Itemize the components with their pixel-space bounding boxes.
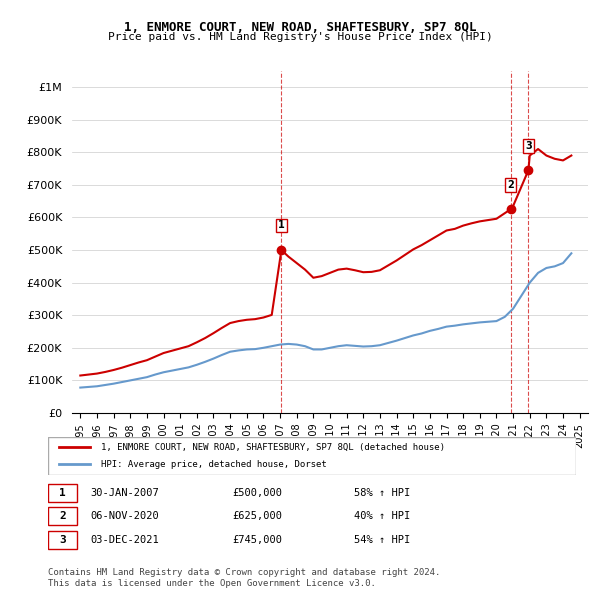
Text: 1: 1 <box>278 221 285 231</box>
Text: 2: 2 <box>507 180 514 190</box>
Text: 40% ↑ HPI: 40% ↑ HPI <box>354 512 410 521</box>
Text: 3: 3 <box>525 140 532 150</box>
Text: 1, ENMORE COURT, NEW ROAD, SHAFTESBURY, SP7 8QL: 1, ENMORE COURT, NEW ROAD, SHAFTESBURY, … <box>124 21 476 34</box>
Text: £500,000: £500,000 <box>233 488 283 497</box>
Text: 2: 2 <box>59 512 66 521</box>
Text: 1: 1 <box>59 488 66 497</box>
Text: 30-JAN-2007: 30-JAN-2007 <box>90 488 159 497</box>
Text: 54% ↑ HPI: 54% ↑ HPI <box>354 535 410 545</box>
FancyBboxPatch shape <box>48 531 77 549</box>
Text: 06-NOV-2020: 06-NOV-2020 <box>90 512 159 521</box>
Text: £745,000: £745,000 <box>233 535 283 545</box>
Text: HPI: Average price, detached house, Dorset: HPI: Average price, detached house, Dors… <box>101 460 326 468</box>
FancyBboxPatch shape <box>48 484 77 502</box>
Text: 1, ENMORE COURT, NEW ROAD, SHAFTESBURY, SP7 8QL (detached house): 1, ENMORE COURT, NEW ROAD, SHAFTESBURY, … <box>101 443 445 452</box>
Text: 3: 3 <box>59 535 66 545</box>
FancyBboxPatch shape <box>48 437 576 475</box>
FancyBboxPatch shape <box>48 507 77 525</box>
Text: Contains HM Land Registry data © Crown copyright and database right 2024.: Contains HM Land Registry data © Crown c… <box>48 568 440 576</box>
Text: This data is licensed under the Open Government Licence v3.0.: This data is licensed under the Open Gov… <box>48 579 376 588</box>
Text: 03-DEC-2021: 03-DEC-2021 <box>90 535 159 545</box>
Text: 58% ↑ HPI: 58% ↑ HPI <box>354 488 410 497</box>
Text: £625,000: £625,000 <box>233 512 283 521</box>
Text: Price paid vs. HM Land Registry's House Price Index (HPI): Price paid vs. HM Land Registry's House … <box>107 32 493 42</box>
